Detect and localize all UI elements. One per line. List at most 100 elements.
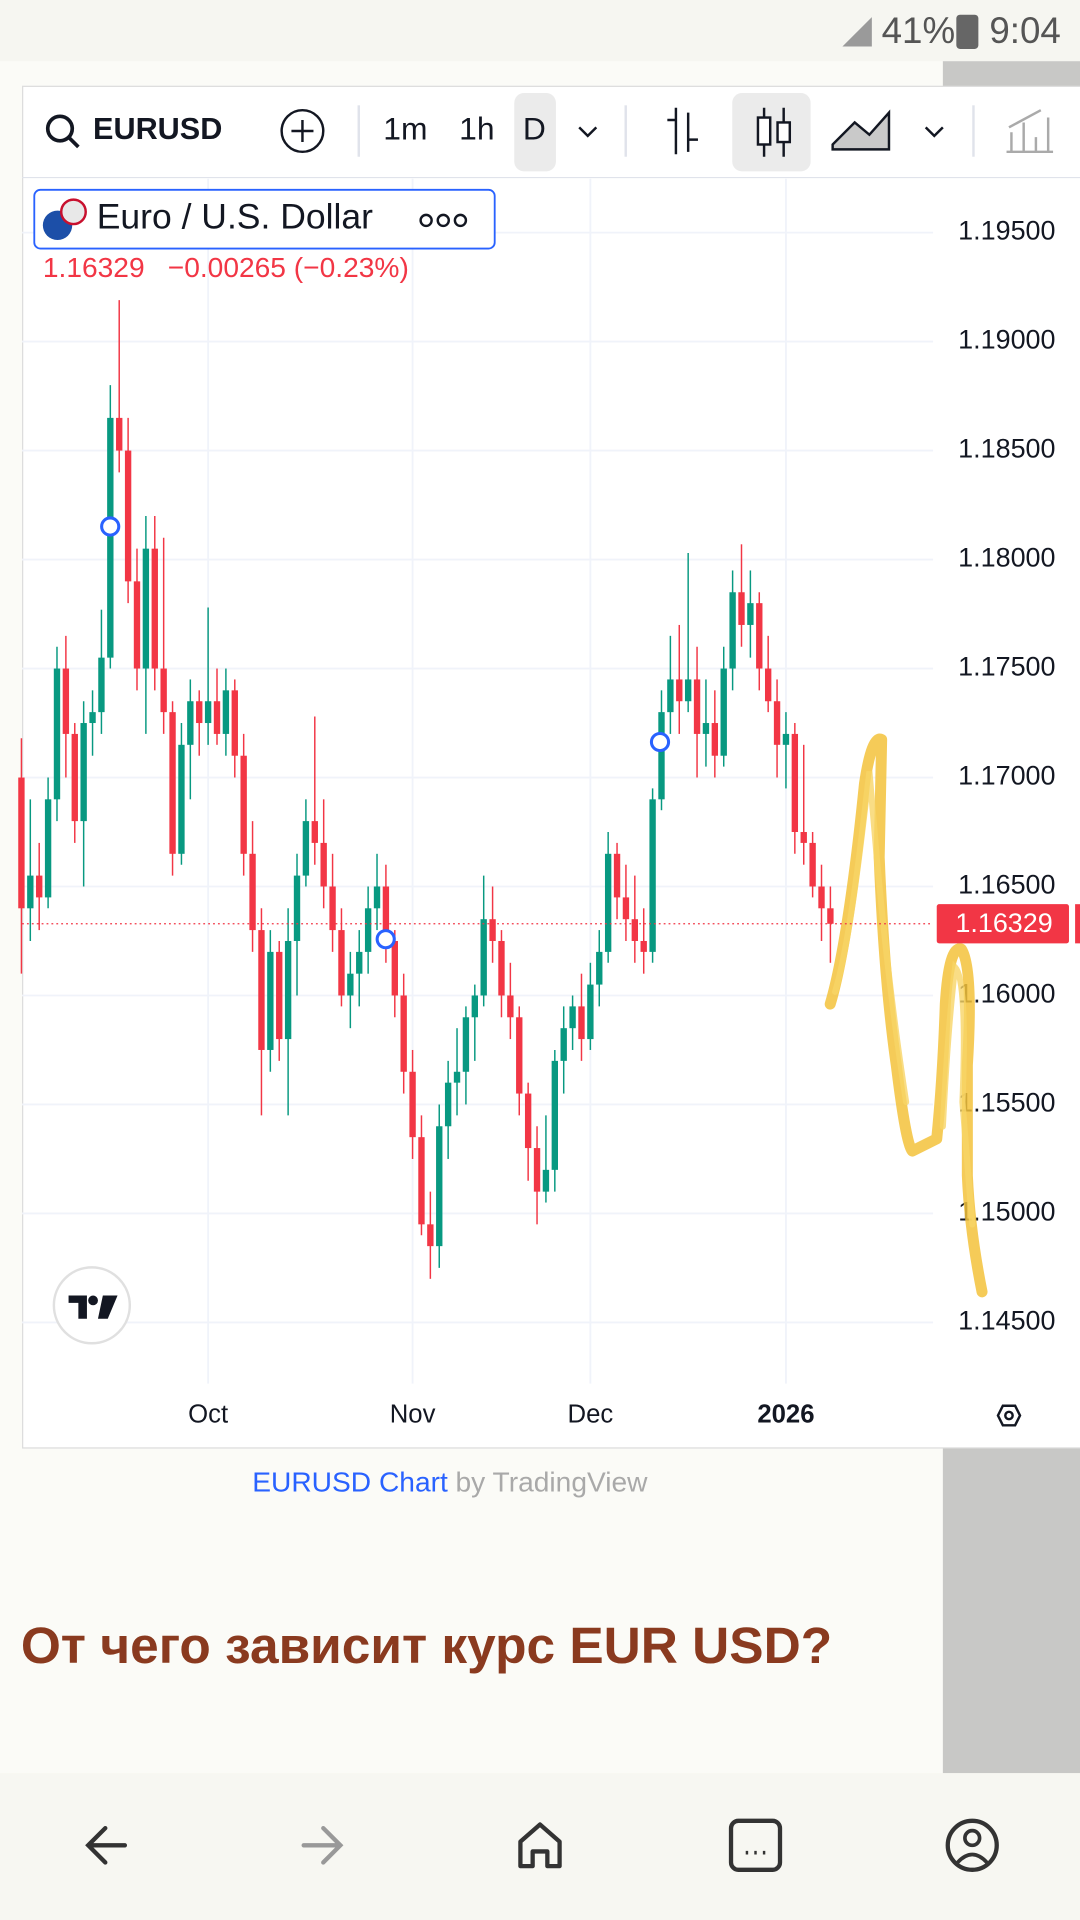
event-marker[interactable] [100, 516, 121, 537]
home-button[interactable] [518, 1822, 562, 1869]
candle-body [702, 723, 710, 734]
candle-body [187, 701, 194, 745]
candle-body [382, 886, 390, 941]
candle-body [613, 853, 621, 898]
candle-body [498, 940, 505, 996]
candle-body [98, 657, 105, 713]
area-style[interactable] [831, 109, 891, 151]
candle-body [524, 1093, 532, 1149]
interval-menu[interactable] [578, 126, 598, 138]
candle-body [151, 548, 158, 669]
legend-last-price: 1.16329 [43, 252, 145, 283]
forward-button[interactable] [301, 1826, 344, 1865]
candle-body [373, 886, 381, 909]
candle-body [782, 733, 790, 745]
article-heading: От чего зависит курс EUR USD? [21, 1616, 832, 1674]
candle-body [293, 875, 301, 941]
bars-style[interactable] [667, 107, 698, 155]
chart-widget [22, 85, 1080, 1449]
more-dot[interactable] [419, 213, 433, 228]
candle-body [622, 897, 630, 920]
tabs-button[interactable] [728, 1818, 783, 1872]
y-tick-label: 1.18000 [958, 543, 1055, 573]
candle-body [409, 1071, 416, 1138]
chart-link[interactable]: EURUSD Chart [252, 1467, 448, 1498]
chart-attribution[interactable]: by TradingView [456, 1467, 649, 1498]
interval-button[interactable]: 1m [383, 110, 427, 146]
candles-icon [776, 121, 792, 144]
indicators[interactable] [1006, 109, 1054, 154]
legend-title: Euro / U.S. Dollar [97, 197, 373, 237]
interval-button[interactable]: 1h [459, 110, 494, 146]
last-price-label: 1.16329 [955, 908, 1052, 938]
candle-body [631, 919, 639, 941]
style-menu[interactable] [924, 126, 944, 138]
candle-body [756, 603, 763, 669]
candle-body [587, 984, 594, 1040]
candle-body [142, 548, 150, 669]
candle-body [773, 701, 781, 745]
y-tick-label: 1.18500 [958, 434, 1055, 464]
chart-settings[interactable] [996, 1404, 1022, 1427]
candle-body [578, 1006, 585, 1040]
more-dot [436, 213, 450, 228]
candle-body [18, 777, 25, 909]
candle-body [640, 940, 647, 952]
candle-body [684, 679, 692, 702]
tradingview-logo-dot [88, 1295, 98, 1306]
candle-body [311, 821, 318, 843]
battery-level: 41% [882, 10, 956, 51]
legend-box[interactable] [33, 188, 496, 250]
tradingview-logo[interactable] [52, 1266, 132, 1345]
account-icon-head [963, 1828, 982, 1848]
candle-body [533, 1148, 541, 1192]
x-tick-label: Dec [568, 1400, 614, 1428]
candle-body [71, 733, 78, 822]
add-symbol[interactable] [280, 108, 325, 154]
back-button[interactable] [85, 1826, 128, 1865]
y-tick-label: 1.19500 [958, 216, 1055, 246]
legend-change: −0.00265 (−0.23%) [168, 252, 409, 283]
candle-body [507, 995, 514, 1018]
candle-body [604, 853, 612, 952]
candle-body [391, 940, 398, 996]
candle-body [444, 1082, 452, 1127]
candles-icon [756, 116, 772, 146]
candle-body [764, 668, 772, 702]
symbol-search[interactable]: EURUSD [93, 112, 222, 146]
status-bar [0, 0, 1080, 62]
candle-body [436, 1126, 443, 1247]
y-tick-label: 1.19000 [958, 325, 1055, 355]
candle-body [124, 450, 132, 582]
interval-button[interactable]: D [523, 110, 546, 146]
candle-body [222, 690, 230, 734]
candle-body [729, 592, 736, 669]
y-tick-label: 1.14500 [958, 1306, 1055, 1336]
account-icon-body [956, 1852, 989, 1864]
candle-body [258, 930, 265, 1050]
x-tick-label: Oct [188, 1400, 228, 1428]
candle-body [827, 908, 834, 924]
candle-body [178, 744, 185, 854]
account-button[interactable] [945, 1818, 999, 1872]
x-tick-label: 2026 [757, 1400, 814, 1428]
candle-body [53, 668, 61, 800]
search-icon[interactable] [45, 114, 75, 143]
chart-settings-center [1004, 1410, 1014, 1421]
candle-body [347, 973, 354, 996]
event-marker[interactable] [375, 929, 396, 950]
candle-body [231, 690, 238, 756]
candle-body [542, 1169, 550, 1192]
candle-body [551, 1060, 558, 1170]
candle-body [667, 679, 674, 713]
candle-body [658, 712, 665, 800]
event-marker[interactable] [649, 731, 671, 753]
candle-body [133, 581, 141, 669]
candle-body [284, 940, 292, 1040]
candle-body [693, 679, 701, 734]
candle-body [649, 799, 656, 952]
candle-body [516, 1017, 523, 1094]
candle-body [249, 853, 256, 931]
